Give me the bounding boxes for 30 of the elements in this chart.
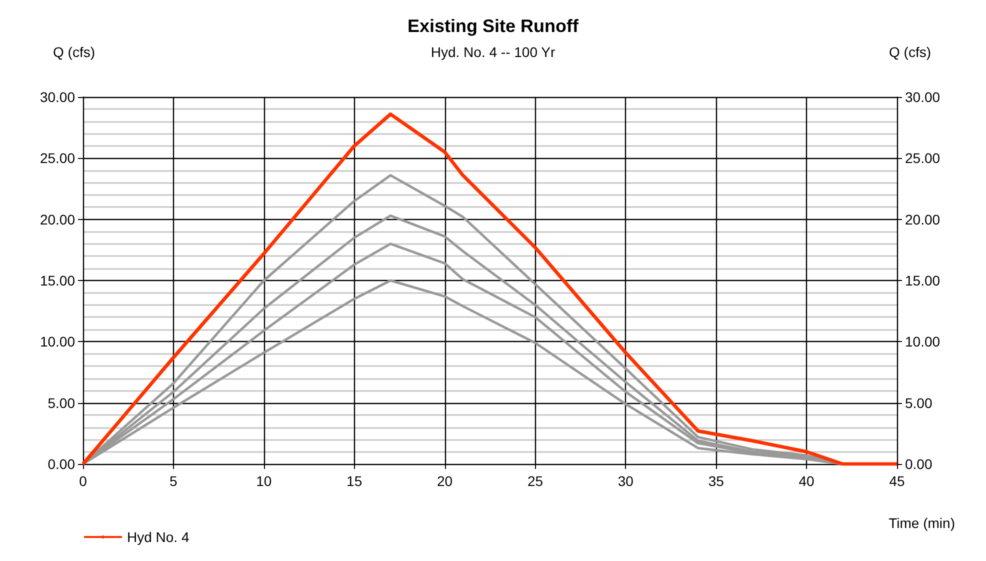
chart-subtitle: Hyd. No. 4 -- 100 Yr xyxy=(430,44,556,60)
y2-tick-label: 0.00 xyxy=(905,456,932,472)
y2-tick-label: 10.00 xyxy=(905,334,940,350)
y2-tick-label: 30.00 xyxy=(905,89,940,105)
x-tick-label: 40 xyxy=(798,473,815,489)
x-tick-label: 0 xyxy=(79,473,88,489)
y2-tick-label: 20.00 xyxy=(905,211,940,228)
y2-tick-label: 15.00 xyxy=(905,272,940,288)
x-tick-label: 35 xyxy=(708,473,724,489)
x-tick-label: 30 xyxy=(618,473,634,489)
y-tick-label: 20.00 xyxy=(40,211,76,228)
chart-title: Existing Site Runoff xyxy=(408,16,580,36)
y-axis-title: Q (cfs) xyxy=(53,44,95,60)
y-tick-label: 15.00 xyxy=(40,272,76,288)
x-tick-label: 15 xyxy=(346,473,362,489)
y-tick-label: 25.00 xyxy=(40,150,76,166)
y-tick-label: 30.00 xyxy=(40,89,76,105)
x-tick-label: 10 xyxy=(256,473,272,489)
x-tick-label: 20 xyxy=(436,473,453,489)
y-tick-label: 5.00 xyxy=(48,394,76,411)
y2-tick-label: 25.00 xyxy=(905,150,940,166)
y2-tick-label: 5.00 xyxy=(905,394,932,411)
y2-axis-title: Q (cfs) xyxy=(889,44,931,60)
x-tick-label: 25 xyxy=(527,473,544,489)
y-tick-label: 10.00 xyxy=(40,334,76,350)
x-tick-label: 5 xyxy=(170,473,178,489)
x-tick-label: 45 xyxy=(889,473,905,489)
x-axis-title: Time (min) xyxy=(888,515,955,531)
y-tick-label: 0.00 xyxy=(48,456,76,472)
legend-label: Hyd No. 4 xyxy=(127,529,190,545)
